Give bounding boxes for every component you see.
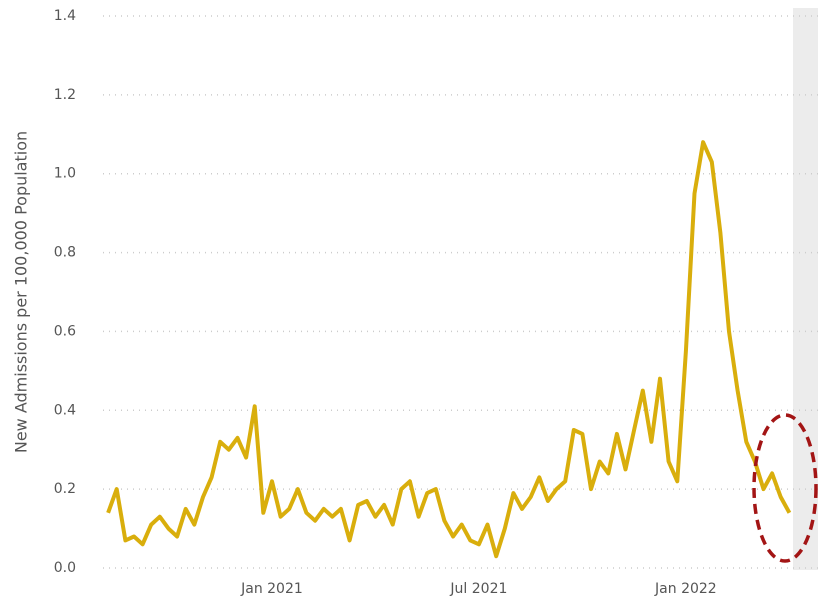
y-tick-label: 1.4 — [54, 8, 76, 24]
y-tick-label: 0.6 — [54, 323, 76, 339]
y-tick-label: 0.4 — [54, 402, 76, 418]
y-tick-label: 0.0 — [54, 560, 76, 576]
shaded-region — [793, 8, 818, 570]
y-tick-label: 0.8 — [54, 245, 76, 261]
y-tick-label: 1.0 — [54, 166, 76, 182]
x-tick-label: Jan 2021 — [240, 581, 303, 597]
annotation-ellipse — [752, 413, 818, 563]
y-tick-label: 0.2 — [54, 481, 76, 497]
y-tick-label: 1.2 — [54, 87, 76, 103]
x-tick-label: Jan 2022 — [654, 581, 717, 597]
line — [106, 140, 792, 559]
x-tick-label: Jul 2021 — [449, 581, 507, 597]
y-axis-label: New Admissions per 100,000 Population — [12, 131, 31, 453]
